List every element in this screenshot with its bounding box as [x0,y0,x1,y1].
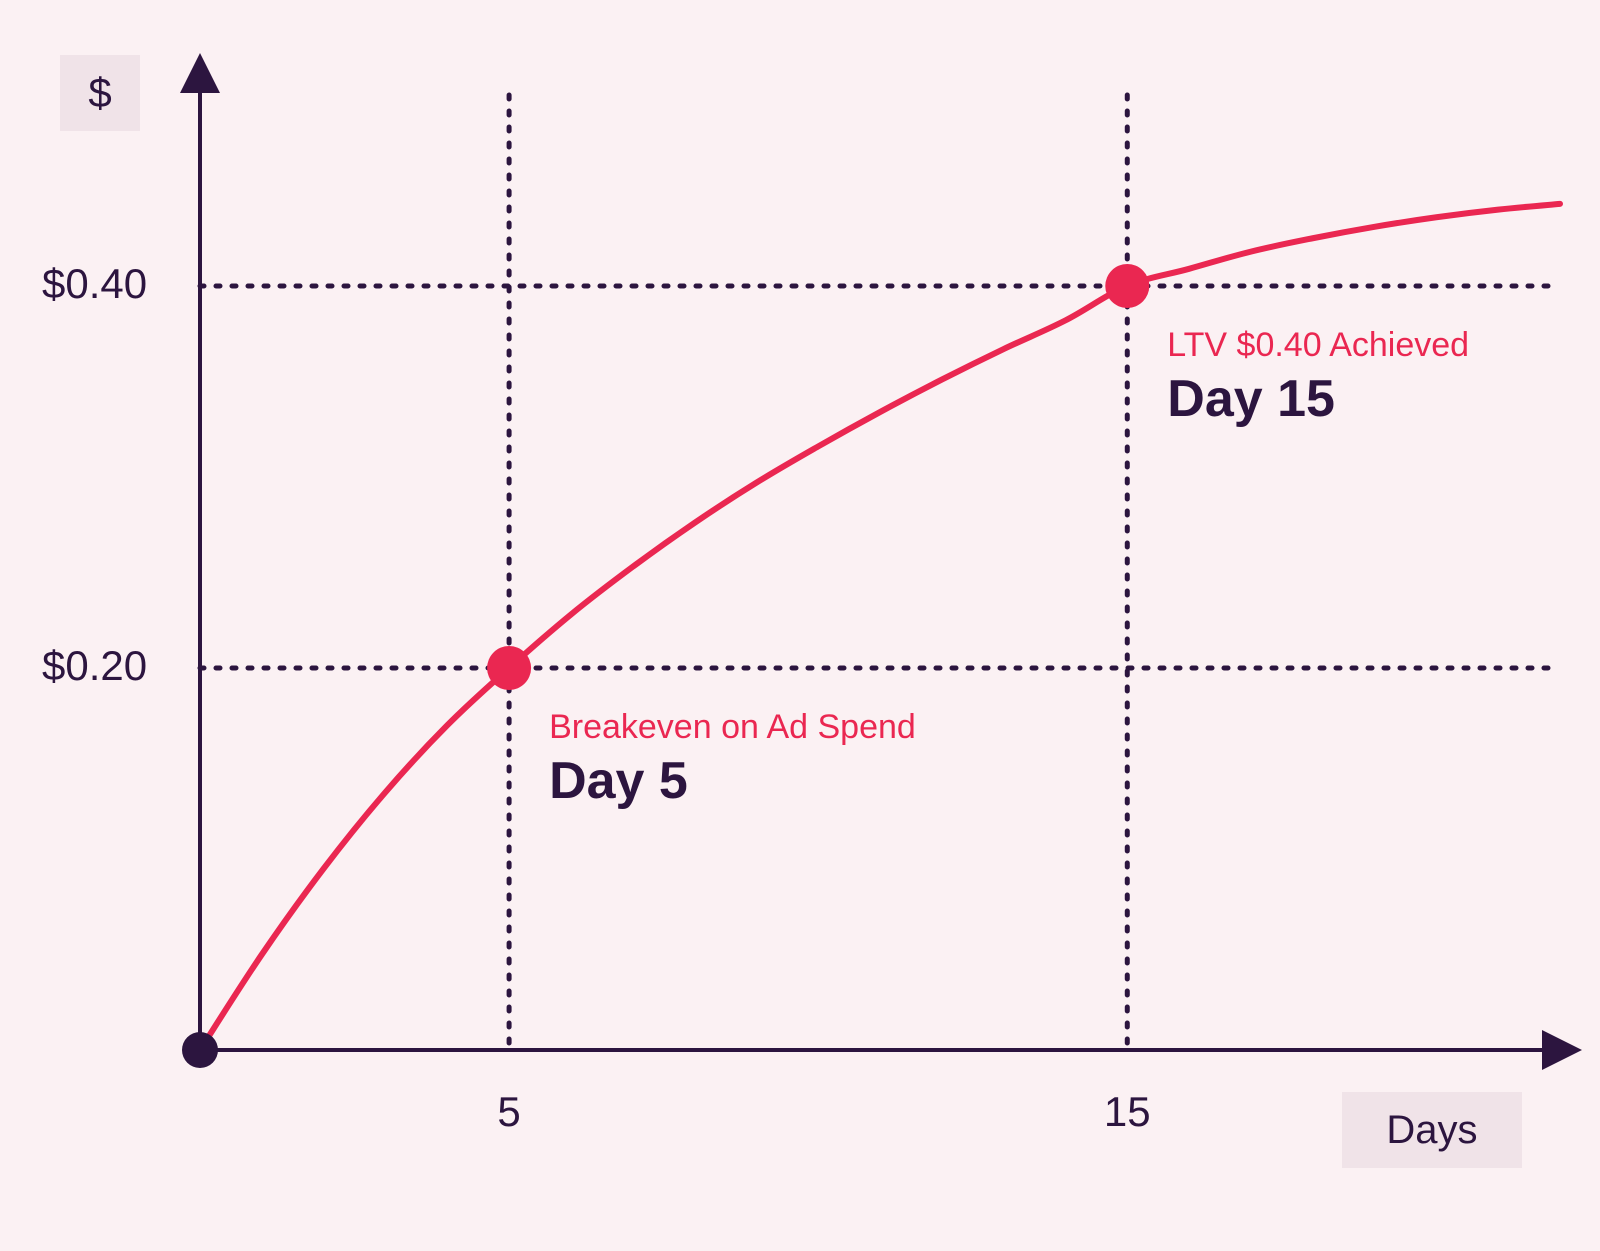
annotation-caption: Breakeven on Ad Spend [549,708,916,747]
y-tick-label: $0.40 [42,260,147,308]
y-tick-label: $0.20 [42,642,147,690]
annotation-title: Day 5 [549,751,916,811]
origin-dot [182,1032,218,1068]
chart-annotation: LTV $0.40 Achieved Day 15 [1167,326,1469,429]
ltv-chart: $ Days $0.20 $0.40 5 15 Breakeven on Ad Spe… [0,0,1600,1251]
x-tick-label: 15 [1097,1088,1157,1136]
annotation-title: Day 15 [1167,369,1469,429]
marker-dot [1105,264,1149,308]
x-tick-label: 5 [479,1088,539,1136]
x-axis-label: Days [1342,1092,1522,1168]
chart-svg [0,0,1600,1251]
marker-dot [487,646,531,690]
chart-annotation: Breakeven on Ad Spend Day 5 [549,708,916,811]
annotation-caption: LTV $0.40 Achieved [1167,326,1469,365]
y-axis-symbol: $ [60,55,140,131]
